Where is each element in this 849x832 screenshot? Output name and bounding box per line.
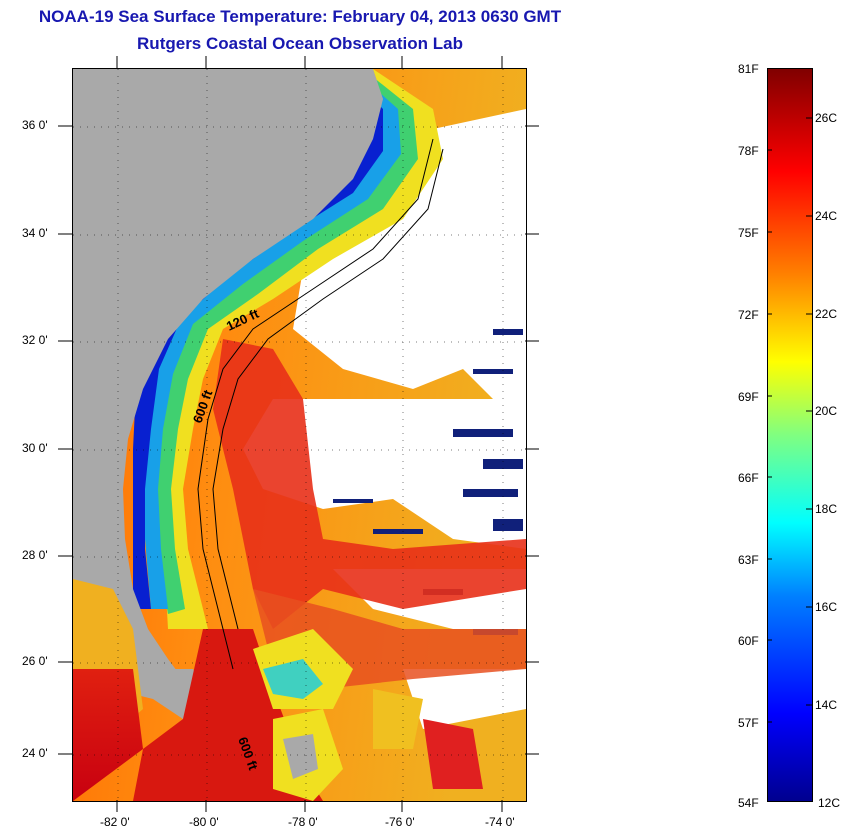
cb-f-54: 54F [738, 796, 759, 810]
cb-f-66: 66F [738, 471, 759, 485]
cb-f-75: 75F [738, 226, 759, 240]
lon-label-76: -76 0' [385, 815, 415, 829]
temperature-colorbar [767, 68, 813, 802]
cb-f-72: 72F [738, 308, 759, 322]
cb-c-18: 18C [815, 502, 838, 516]
lat-label-26: 26 0' [22, 654, 48, 668]
sst-map-canvas: 120 ft 600 ft 600 ft [73, 69, 526, 801]
lat-label-24: 24 0' [22, 746, 48, 760]
cb-c-12: 12C [818, 796, 841, 810]
lat-label-32: 32 0' [22, 333, 48, 347]
cb-c-24: 24C [815, 209, 838, 223]
lat-label-36: 36 0' [22, 118, 48, 132]
cb-c-22: 22C [815, 307, 838, 321]
cb-c-26: 26C [815, 111, 838, 125]
cb-f-57: 57F [738, 716, 759, 730]
cb-f-60: 60F [738, 634, 759, 648]
bahamas-banks [253, 629, 483, 801]
lat-label-30: 30 0' [22, 441, 48, 455]
cb-f-81: 81F [738, 62, 759, 76]
map-subtitle: Rutgers Coastal Ocean Observation Lab [137, 34, 463, 53]
graticule [73, 69, 526, 801]
cb-c-20: 20C [815, 404, 838, 418]
cb-c-14: 14C [815, 698, 838, 712]
sst-map: 120 ft 600 ft 600 ft [72, 68, 527, 802]
gulf-stream [213, 339, 526, 629]
cb-f-78: 78F [738, 144, 759, 158]
lon-label-82: -82 0' [100, 815, 130, 829]
land-mainland [73, 69, 383, 709]
cb-f-63: 63F [738, 553, 759, 567]
lon-label-78: -78 0' [288, 815, 318, 829]
cb-c-16: 16C [815, 600, 838, 614]
lon-label-74: -74 0' [485, 815, 515, 829]
map-title: NOAA-19 Sea Surface Temperature: Februar… [38, 7, 562, 26]
lon-label-80: -80 0' [189, 815, 219, 829]
lat-label-34: 34 0' [22, 226, 48, 240]
cb-f-69: 69F [738, 390, 759, 404]
lat-label-28: 28 0' [22, 548, 48, 562]
depth-contours [197, 138, 444, 670]
